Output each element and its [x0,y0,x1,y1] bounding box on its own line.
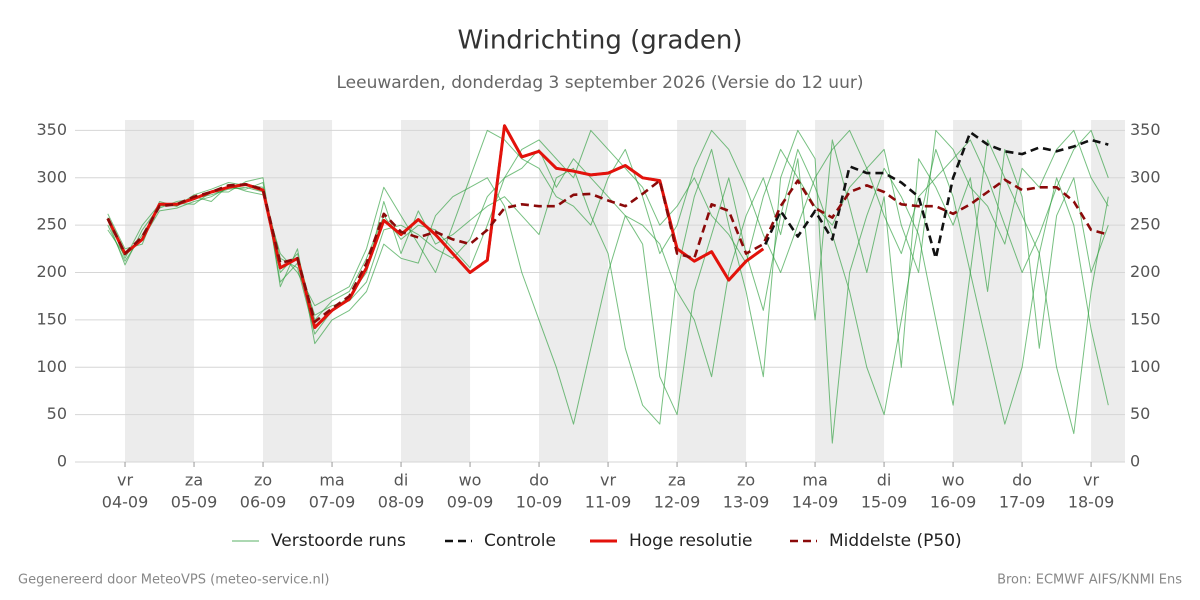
x-tick-day: za [668,471,686,490]
legend-label: Controle [484,531,556,551]
x-tick-day: do [529,471,549,490]
x-tick-label: 06-09 [240,493,287,512]
day-shade [1091,120,1125,462]
y-tick-label: 100 [36,357,67,376]
x-tick-day: vr [600,471,616,490]
legend-label: Middelste (P50) [829,531,962,551]
x-tick-label: 11-09 [585,493,632,512]
y-tick-label: 50 [47,404,67,423]
y-tick-label-right: 350 [1130,120,1161,139]
y-tick-label-right: 300 [1130,167,1161,186]
ensemble-line [107,148,1109,425]
y-tick-label-right: 150 [1130,309,1161,328]
x-tick-label: 14-09 [792,493,839,512]
day-shade [125,120,195,462]
footer-left: Gegenereerd door MeteoVPS (meteo-service… [18,573,329,588]
x-tick-day: di [394,471,409,490]
x-tick-label: 15-09 [861,493,908,512]
x-tick-label: 18-09 [1068,493,1115,512]
x-tick-label: 04-09 [102,493,149,512]
x-tick-label: 10-09 [516,493,563,512]
x-tick-label: 08-09 [378,493,425,512]
x-tick-day: ma [802,471,827,490]
chart-subtitle: Leeuwarden, donderdag 3 september 2026 (… [337,73,864,93]
x-tick-day: ma [319,471,344,490]
chart-title: Windrichting (graden) [457,26,742,56]
y-tick-label-right: 250 [1130,215,1161,234]
x-tick-day: wo [459,471,482,490]
y-tick-label-right: 200 [1130,262,1161,281]
y-tick-label: 350 [36,120,67,139]
y-tick-label: 150 [36,309,67,328]
y-tick-label: 300 [36,167,67,186]
x-tick-day: di [877,471,892,490]
legend-label: Verstoorde runs [271,531,406,551]
y-tick-label: 0 [57,452,67,471]
day-shade [677,120,747,462]
x-tick-day: wo [942,471,965,490]
x-tick-label: 05-09 [171,493,218,512]
footer-right: Bron: ECMWF AIFS/KNMI Ens [997,573,1182,588]
x-tick-day: zo [737,471,755,490]
y-tick-label-right: 50 [1130,404,1150,423]
day-shade [263,120,333,462]
x-tick-label: 17-09 [999,493,1046,512]
x-tick-label: 12-09 [654,493,701,512]
y-tick-label-right: 0 [1130,452,1140,471]
y-tick-label-right: 100 [1130,357,1161,376]
plot-layer [106,124,1109,444]
y-tick-label: 250 [36,215,67,234]
x-tick-label: 07-09 [309,493,356,512]
series-line [106,178,1109,324]
legend-label: Hoge resolutie [629,531,753,551]
x-tick-day: do [1012,471,1032,490]
x-tick-day: za [185,471,203,490]
x-tick-day: vr [117,471,133,490]
y-tick-label: 200 [36,262,67,281]
day-shade [401,120,471,462]
x-tick-label: 16-09 [930,493,977,512]
x-tick-label: 09-09 [447,493,494,512]
x-tick-day: zo [254,471,272,490]
x-tick-day: vr [1083,471,1099,490]
x-tick-label: 13-09 [723,493,770,512]
